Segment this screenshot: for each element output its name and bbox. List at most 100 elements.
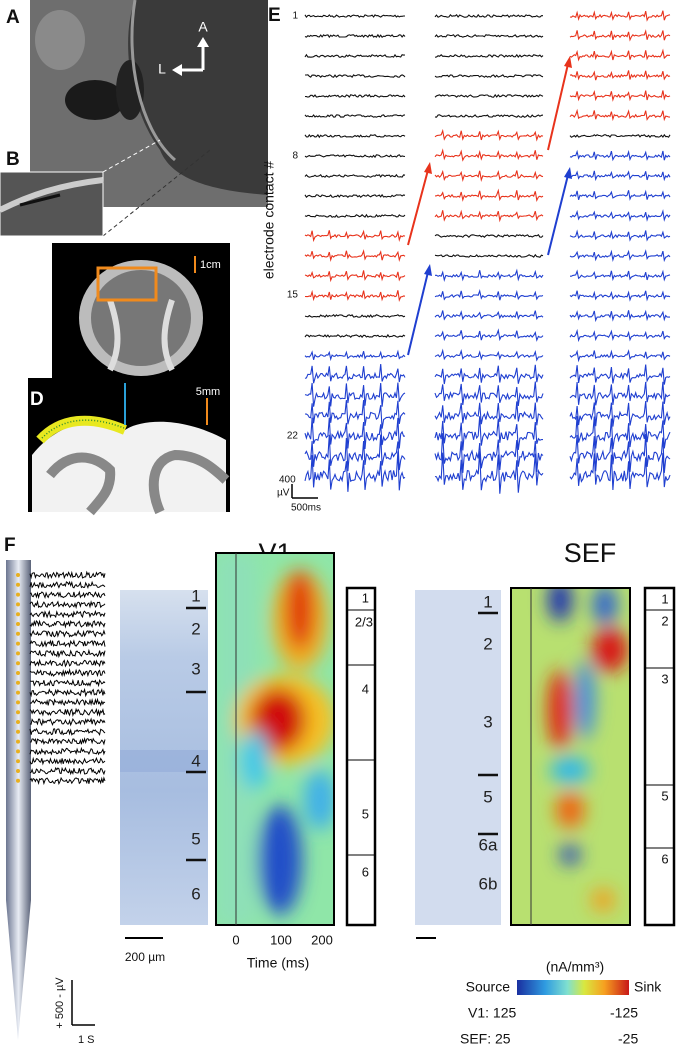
colorbar-unit: (nA/mm³) [546, 959, 604, 975]
trace [29, 629, 106, 638]
layer-box-label: 3 [661, 671, 668, 686]
trace [304, 213, 406, 218]
trace [29, 658, 106, 668]
panel-label: F [4, 535, 16, 556]
panel-c-image [52, 243, 230, 378]
trace [434, 93, 544, 98]
trace [569, 10, 671, 22]
trace [29, 727, 106, 737]
trace [434, 13, 543, 19]
contact [16, 700, 20, 705]
contact [16, 622, 20, 626]
trace [29, 648, 106, 659]
layer-ticks [186, 606, 206, 862]
trace [569, 189, 671, 201]
trace [434, 128, 544, 142]
trace [304, 333, 406, 339]
colorbar [517, 980, 629, 995]
trace [29, 590, 106, 600]
lateral-label: L [158, 61, 166, 77]
trace [304, 53, 406, 58]
trace [29, 619, 106, 629]
trace [569, 349, 671, 363]
trace [434, 169, 544, 183]
colorbar-scale: V1: 125 [468, 1005, 516, 1021]
trace [434, 451, 544, 494]
y-axis-label: electrode contact # [261, 161, 277, 280]
trace [569, 48, 670, 62]
electrode-shank [6, 560, 31, 1040]
trace [304, 154, 406, 159]
contact-label: 15 [287, 290, 299, 301]
panel-d-image [28, 378, 230, 516]
contact [16, 710, 20, 715]
layer-box-label: 6 [661, 851, 668, 866]
trace [29, 687, 106, 698]
layer-box [345, 586, 377, 927]
layer-box-label: 4 [362, 681, 369, 696]
layer-label: 1 [483, 592, 492, 611]
trace [29, 580, 106, 589]
traces [29, 570, 106, 786]
layer-label: 6 [191, 884, 200, 903]
trace [569, 249, 671, 263]
layer-dividers [645, 609, 674, 849]
scale-label: 500ms [291, 503, 321, 514]
trace [304, 33, 406, 39]
trace [29, 717, 106, 727]
colorbar-scale: -125 [610, 1005, 638, 1021]
trace [569, 416, 671, 450]
trace [29, 599, 106, 610]
trace [569, 309, 670, 323]
trace [304, 229, 406, 243]
trace [569, 433, 671, 473]
trace [434, 148, 544, 162]
contacts [16, 573, 20, 783]
trace [305, 74, 406, 79]
trace [434, 188, 544, 202]
trace [569, 90, 671, 102]
trace [569, 328, 671, 343]
trace [569, 290, 671, 302]
trace [569, 364, 671, 385]
contact [16, 680, 20, 685]
contact [16, 778, 20, 783]
x-tick-label: 200 [311, 932, 333, 947]
scale-label: 5mm [196, 386, 220, 398]
trace [304, 114, 406, 118]
trace [29, 570, 106, 580]
trace [569, 149, 671, 162]
layer-box [643, 586, 676, 927]
trace [29, 707, 106, 718]
layer-box-label: 6 [362, 864, 369, 879]
trace [569, 108, 671, 122]
layer-box-label: 1 [661, 591, 668, 606]
layer-box-label: 5 [362, 806, 369, 821]
contact [16, 759, 20, 764]
trace [434, 114, 544, 118]
trace [30, 737, 106, 746]
trace [29, 639, 106, 649]
layer-label: 5 [191, 829, 200, 848]
panel-label: A [6, 7, 20, 28]
contact [16, 631, 20, 636]
contact [16, 582, 20, 587]
contact [16, 671, 20, 675]
trace [434, 348, 544, 362]
contact [16, 749, 20, 754]
trace [304, 133, 406, 139]
trace [304, 289, 406, 303]
contact [16, 690, 20, 695]
panel-b-image [0, 171, 104, 237]
trace [29, 668, 106, 678]
trace [304, 249, 406, 263]
contact-label: 22 [287, 431, 299, 442]
trace [29, 609, 106, 619]
trace [304, 314, 406, 319]
trace [569, 381, 671, 406]
traces [304, 10, 671, 494]
panel-label: B [6, 149, 20, 170]
contact [16, 573, 20, 577]
colorbar-scale: SEF: 25 [460, 1031, 511, 1047]
